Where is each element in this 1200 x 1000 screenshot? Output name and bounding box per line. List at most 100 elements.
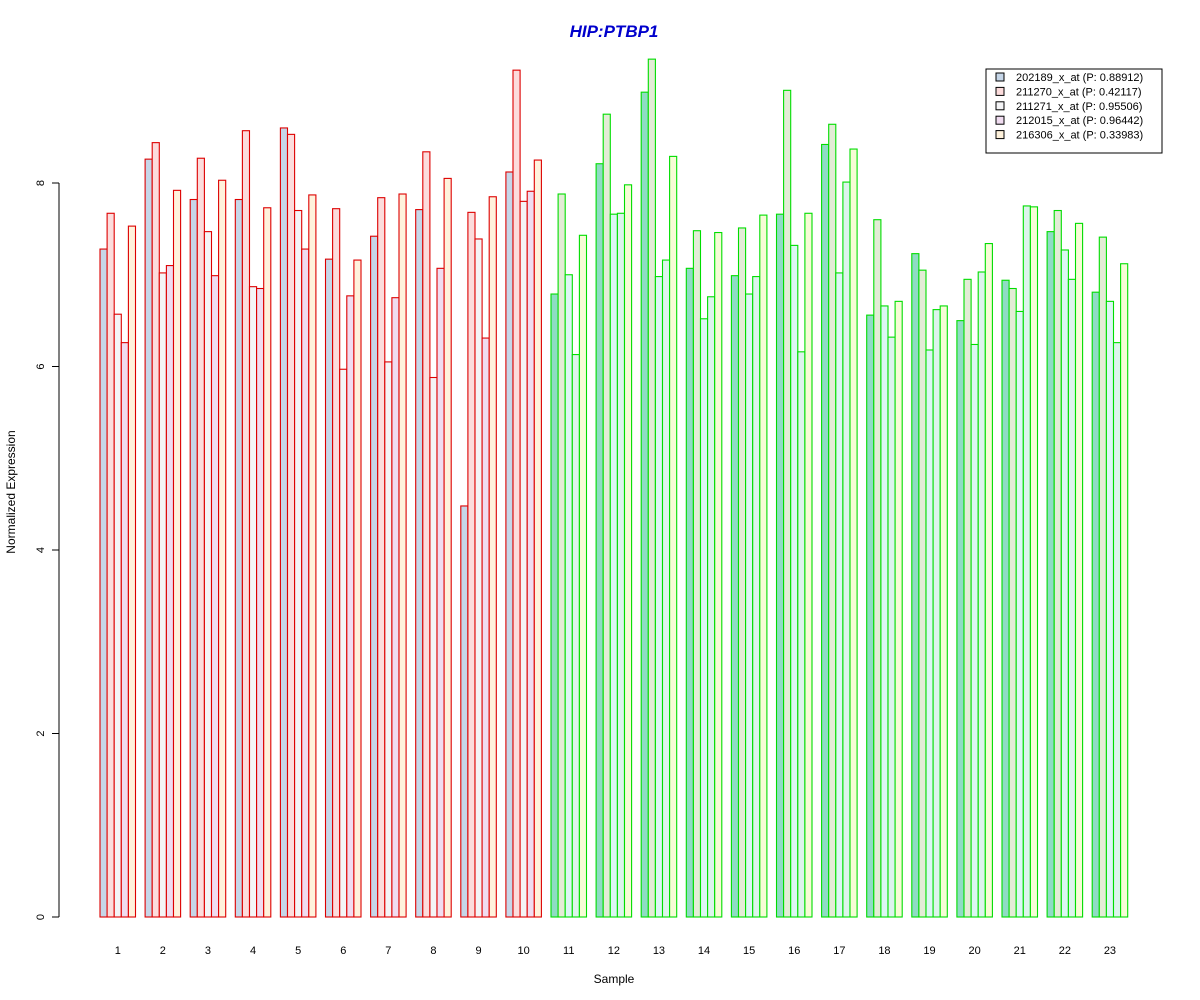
bar	[730, 275, 740, 918]
legend-entry: 216306_x_at (P: 0.33983)	[1016, 130, 1143, 142]
x-tick-label: 7	[385, 945, 391, 957]
bar	[151, 142, 160, 918]
bar	[158, 272, 167, 918]
bar	[790, 244, 799, 918]
y-tick-label: 6	[35, 363, 47, 369]
bar	[1112, 342, 1122, 918]
bars-layer	[99, 58, 1129, 918]
bar	[640, 91, 649, 918]
bar	[550, 293, 559, 918]
bar	[234, 198, 243, 918]
bar	[210, 275, 220, 918]
bar	[692, 230, 702, 918]
bar	[218, 179, 227, 918]
bar	[505, 171, 514, 918]
bar	[332, 208, 341, 918]
bar	[654, 276, 664, 918]
legend-swatch	[995, 72, 1005, 82]
bar	[113, 313, 122, 918]
x-tick-label: 14	[698, 945, 710, 957]
bar	[308, 194, 317, 918]
x-tick-label: 3	[205, 945, 211, 957]
bar	[353, 259, 362, 918]
bar	[301, 248, 310, 918]
x-tick-label: 10	[518, 945, 530, 957]
y-tick-label: 0	[35, 914, 47, 920]
bar	[248, 286, 258, 918]
bar	[918, 269, 927, 918]
bar	[377, 197, 386, 918]
bar	[436, 267, 445, 918]
bar	[595, 163, 604, 918]
bar	[956, 320, 965, 918]
legend-swatch	[995, 86, 1005, 96]
bar	[775, 213, 785, 918]
bar	[759, 214, 768, 918]
bar	[165, 265, 175, 918]
x-tick-label: 4	[250, 945, 256, 957]
bar	[932, 309, 941, 918]
bar	[526, 190, 535, 918]
x-axis-tick-labels: 1 2 3 4 5 6 7 8 9 10 11 12 13 14 15 16 17 18 19 20 21 22 23	[115, 945, 1116, 957]
bar	[1022, 205, 1031, 918]
bar	[391, 297, 400, 918]
bar	[339, 368, 348, 918]
bar	[99, 248, 108, 918]
bar	[127, 225, 137, 918]
bar	[866, 314, 875, 918]
bar	[422, 151, 431, 918]
bar	[279, 127, 289, 918]
bar	[984, 243, 993, 918]
y-tick-label: 2	[35, 730, 47, 736]
legend-entry: 202189_x_at (P: 0.88912)	[1016, 72, 1143, 84]
bar	[443, 177, 452, 918]
bar	[370, 235, 379, 918]
bar	[707, 296, 716, 918]
x-axis-label: Sample	[594, 972, 635, 986]
bar	[602, 113, 611, 918]
bar	[1074, 222, 1084, 918]
x-tick-label: 20	[969, 945, 981, 957]
bar	[263, 207, 272, 918]
bar	[481, 337, 490, 918]
bar	[661, 259, 671, 918]
legend-entry: 211271_x_at (P: 0.95506)	[1016, 101, 1142, 113]
bar	[106, 212, 115, 918]
bar	[1015, 310, 1024, 918]
bar	[467, 211, 476, 918]
x-tick-label: 6	[340, 945, 346, 957]
bar	[533, 159, 542, 918]
bar	[1105, 300, 1115, 918]
y-tick-label: 4	[35, 547, 47, 553]
bar	[737, 227, 747, 918]
bar	[519, 200, 528, 918]
x-tick-label: 1	[115, 945, 121, 957]
bar	[474, 238, 483, 918]
bar	[1098, 236, 1107, 918]
bar	[189, 198, 198, 918]
bar	[1053, 209, 1062, 918]
bar	[939, 305, 948, 918]
legend-box	[985, 68, 1163, 154]
x-tick-label: 18	[878, 945, 890, 957]
bar	[804, 212, 813, 918]
bar	[752, 276, 761, 918]
bar	[977, 271, 986, 918]
x-tick-label: 16	[788, 945, 800, 957]
bar	[745, 293, 754, 918]
bar	[714, 231, 723, 918]
bar	[911, 253, 920, 918]
bar	[324, 258, 334, 918]
bar	[398, 193, 407, 918]
bar	[873, 219, 882, 918]
bar	[564, 274, 573, 918]
bar	[1091, 291, 1100, 918]
x-tick-label: 12	[608, 945, 620, 957]
x-tick-label: 22	[1059, 945, 1071, 957]
bar	[1046, 231, 1055, 918]
bar	[256, 287, 265, 918]
x-tick-label: 9	[475, 945, 481, 957]
legend-swatch	[995, 115, 1005, 125]
x-tick-label: 23	[1104, 945, 1116, 957]
bar	[1120, 263, 1129, 918]
